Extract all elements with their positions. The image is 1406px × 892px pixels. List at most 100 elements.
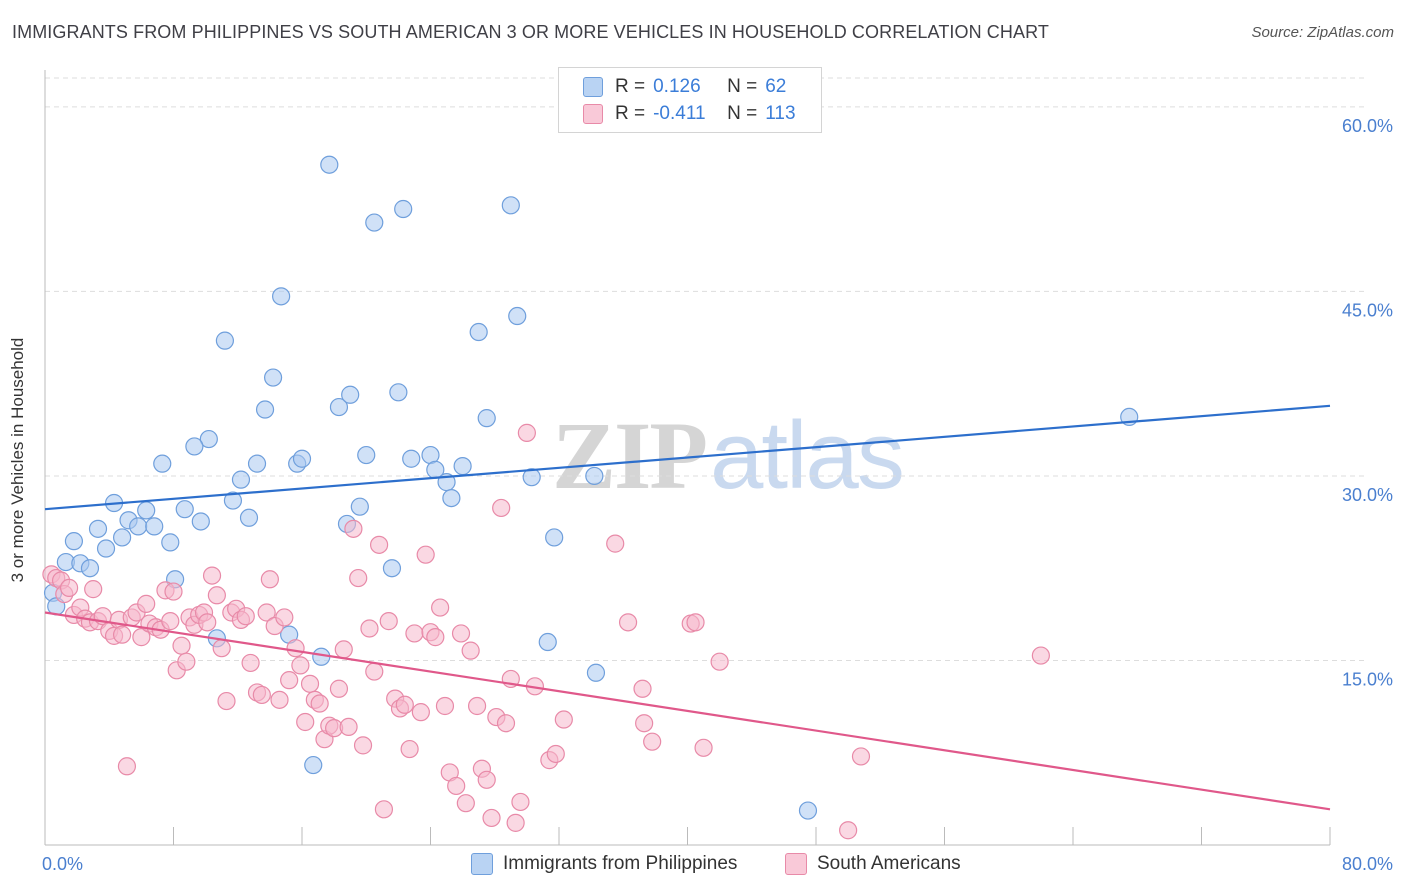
point-south-americans: [506, 813, 525, 832]
point-philippines: [215, 331, 234, 350]
point-philippines: [350, 497, 369, 516]
point-south-americans: [546, 744, 565, 764]
point-south-americans: [411, 703, 430, 722]
point-south-americans: [431, 598, 450, 617]
point-philippines: [341, 385, 360, 404]
point-philippines: [137, 501, 156, 520]
point-philippines: [185, 437, 204, 456]
legend-r-value: -0.411: [653, 103, 706, 124]
legend-n-label: N =: [727, 103, 758, 124]
point-south-americans: [137, 594, 156, 613]
point-south-americans: [405, 624, 424, 643]
legend-r-label: R =: [615, 103, 646, 124]
point-south-americans: [280, 671, 299, 690]
point-south-americans: [379, 612, 398, 631]
point-philippines: [96, 539, 116, 558]
legend-swatch-blue: [583, 77, 603, 97]
point-south-americans: [252, 685, 271, 705]
point-philippines: [357, 445, 376, 465]
point-philippines: [469, 322, 488, 342]
point-philippines: [545, 528, 564, 547]
legend-row-philippines: R = 0.126 N = 62: [583, 74, 786, 100]
source-label: Source: ZipAtlas.com: [1251, 24, 1394, 41]
point-south-americans: [370, 535, 389, 554]
point-philippines: [304, 755, 323, 775]
point-south-americans: [291, 656, 310, 675]
point-south-americans: [349, 568, 368, 588]
trendline-south-americans: [44, 611, 1331, 811]
watermark: ZIPatlas: [552, 400, 905, 511]
point-south-americans: [554, 710, 573, 729]
y-tick-label: 45.0%: [1342, 300, 1393, 320]
x-tick-label: 0.0%: [42, 854, 83, 874]
point-south-americans: [161, 612, 180, 631]
legend-n-value: 62: [765, 76, 787, 97]
point-south-americans: [202, 566, 222, 585]
point-philippines: [247, 454, 267, 473]
point-south-americans: [400, 739, 419, 759]
point-philippines: [88, 519, 108, 538]
point-south-americans: [177, 652, 196, 671]
point-south-americans: [236, 607, 255, 626]
point-south-americans: [694, 738, 713, 757]
point-philippines: [80, 559, 100, 578]
point-philippines: [329, 397, 349, 417]
point-south-americans: [344, 519, 363, 538]
point-philippines: [199, 429, 218, 449]
point-south-americans: [112, 625, 132, 644]
point-south-americans: [217, 691, 236, 711]
point-south-americans: [334, 640, 353, 659]
y-axis-label: 3 or more Vehicles in Household: [8, 337, 27, 583]
point-south-americans: [839, 821, 858, 840]
point-south-americans: [456, 794, 475, 813]
point-philippines: [538, 632, 557, 652]
bottom-legend-label: South Americans: [817, 853, 961, 874]
point-philippines: [112, 528, 132, 547]
point-south-americans: [496, 714, 516, 733]
watermark-atlas: atlas: [710, 402, 905, 509]
chart-title: IMMIGRANTS FROM PHILIPPINES VS SOUTH AME…: [12, 22, 1049, 42]
point-south-americans: [633, 679, 652, 698]
point-philippines: [798, 801, 818, 820]
y-tick-label: 60.0%: [1342, 116, 1393, 136]
point-philippines: [239, 508, 259, 527]
point-philippines: [501, 196, 520, 215]
point-south-americans: [198, 613, 217, 632]
point-south-americans: [618, 613, 638, 632]
point-philippines: [145, 517, 164, 536]
point-philippines: [255, 400, 275, 419]
point-south-americans: [339, 717, 358, 737]
point-philippines: [223, 491, 243, 510]
point-philippines: [477, 409, 496, 428]
bottom-legend-label: Immigrants from Philippines: [503, 853, 738, 874]
point-south-americans: [270, 690, 289, 709]
point-south-americans: [84, 580, 103, 599]
point-philippines: [272, 287, 291, 306]
point-south-americans: [851, 747, 871, 766]
point-south-americans: [275, 608, 294, 627]
point-philippines: [129, 517, 148, 536]
point-south-americans: [164, 582, 183, 601]
point-south-americans: [329, 679, 349, 698]
point-philippines: [586, 663, 606, 682]
point-south-americans: [172, 636, 191, 655]
point-south-americans: [296, 712, 315, 732]
point-south-americans: [477, 770, 496, 789]
legend-n-value: 113: [765, 103, 796, 124]
bottom-legend-swatch-pink: [785, 853, 807, 875]
point-south-americans: [435, 696, 455, 716]
legend-r-value: 0.126: [653, 76, 701, 97]
point-south-americans: [606, 534, 625, 553]
point-south-americans: [260, 570, 279, 589]
point-south-americans: [132, 628, 151, 647]
point-philippines: [585, 466, 604, 486]
point-south-americans: [635, 714, 654, 733]
bottom-legend-swatch-blue: [471, 853, 493, 875]
point-philippines: [365, 213, 384, 232]
point-south-americans: [416, 545, 435, 564]
point-philippines: [442, 488, 461, 508]
point-philippines: [394, 199, 413, 219]
point-south-americans: [511, 792, 530, 812]
point-philippines: [64, 532, 84, 551]
